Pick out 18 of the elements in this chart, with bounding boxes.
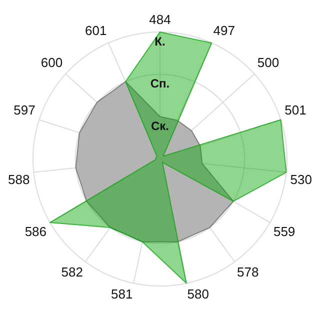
spoke-label: 601 [85, 23, 107, 38]
y-tick-label: К. [154, 34, 166, 48]
spoke-label: 582 [61, 264, 83, 280]
spoke-label: 578 [237, 264, 259, 280]
spoke-label: 588 [8, 172, 30, 188]
spoke-label: 559 [273, 224, 296, 239]
spoke-label: 530 [290, 172, 312, 188]
spoke-label: 586 [24, 224, 47, 239]
y-tick-label: Сп. [150, 76, 170, 91]
spoke-label: 501 [284, 102, 306, 118]
spoke-label: 484 [149, 12, 171, 27]
y-tick-label: Ск. [150, 118, 170, 133]
spoke-label: 580 [187, 286, 209, 302]
spoke-label: 500 [257, 55, 280, 70]
spoke-label: 600 [40, 55, 63, 70]
spoke-label: 597 [14, 102, 36, 118]
spoke-label: 581 [111, 286, 133, 302]
spoke-label: 497 [213, 23, 235, 38]
